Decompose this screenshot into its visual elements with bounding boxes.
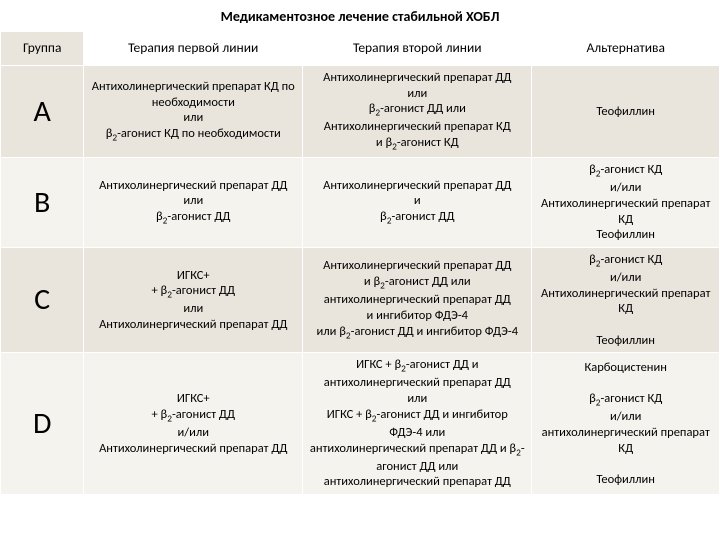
header-first: Терапия первой линии [84,32,303,66]
table-row: B Антихолинергический препарат ДДилиβ2-а… [1,158,720,248]
cell-second: Антихолинергический препарат ДДиβ2-агони… [303,158,532,248]
group-label: B [1,158,84,248]
header-group: Группа [1,32,84,66]
cell-first: ИГКС++ β2-агонист ДДилиАнтихолинергическ… [84,247,303,352]
header-alt: Альтернатива [532,32,720,66]
page-title: Медикаментозное лечение стабильной ХОБЛ [0,0,720,31]
cell-alt: Теофиллин [532,65,720,157]
cell-first: ИГКС++ β2-агонист ДДи/илиАнтихолинергиче… [84,353,303,495]
table-row: A Антихолинергический препарат КД по нео… [1,65,720,157]
group-label: A [1,65,84,157]
header-row: Группа Терапия первой линии Терапия втор… [1,32,720,66]
cell-second: Антихолинергический препарат ДДи β2-агон… [303,247,532,352]
cell-alt: β2-агонист КДи/илиАнтихолинергический пр… [532,158,720,248]
cell-alt: Карбоцистенинβ2-агонист КДи/илиантихолин… [532,353,720,495]
cell-first: Антихолинергический препарат ДДилиβ2-аго… [84,158,303,248]
group-label: C [1,247,84,352]
cell-second: Антихолинергический препарат ДДилиβ2-аго… [303,65,532,157]
cell-alt: β2-агонист КДи/илиАнтихолинергический пр… [532,247,720,352]
table-row: C ИГКС++ β2-агонист ДДилиАнтихолинергиче… [1,247,720,352]
header-second: Терапия второй линии [303,32,532,66]
table-row: D ИГКС++ β2-агонист ДДи/илиАнтихолинерги… [1,353,720,495]
cell-first: Антихолинергический препарат КД по необх… [84,65,303,157]
treatment-table: Группа Терапия первой линии Терапия втор… [0,31,720,495]
cell-second: ИГКС + β2-агонист ДД и антихолинергическ… [303,353,532,495]
group-label: D [1,353,84,495]
